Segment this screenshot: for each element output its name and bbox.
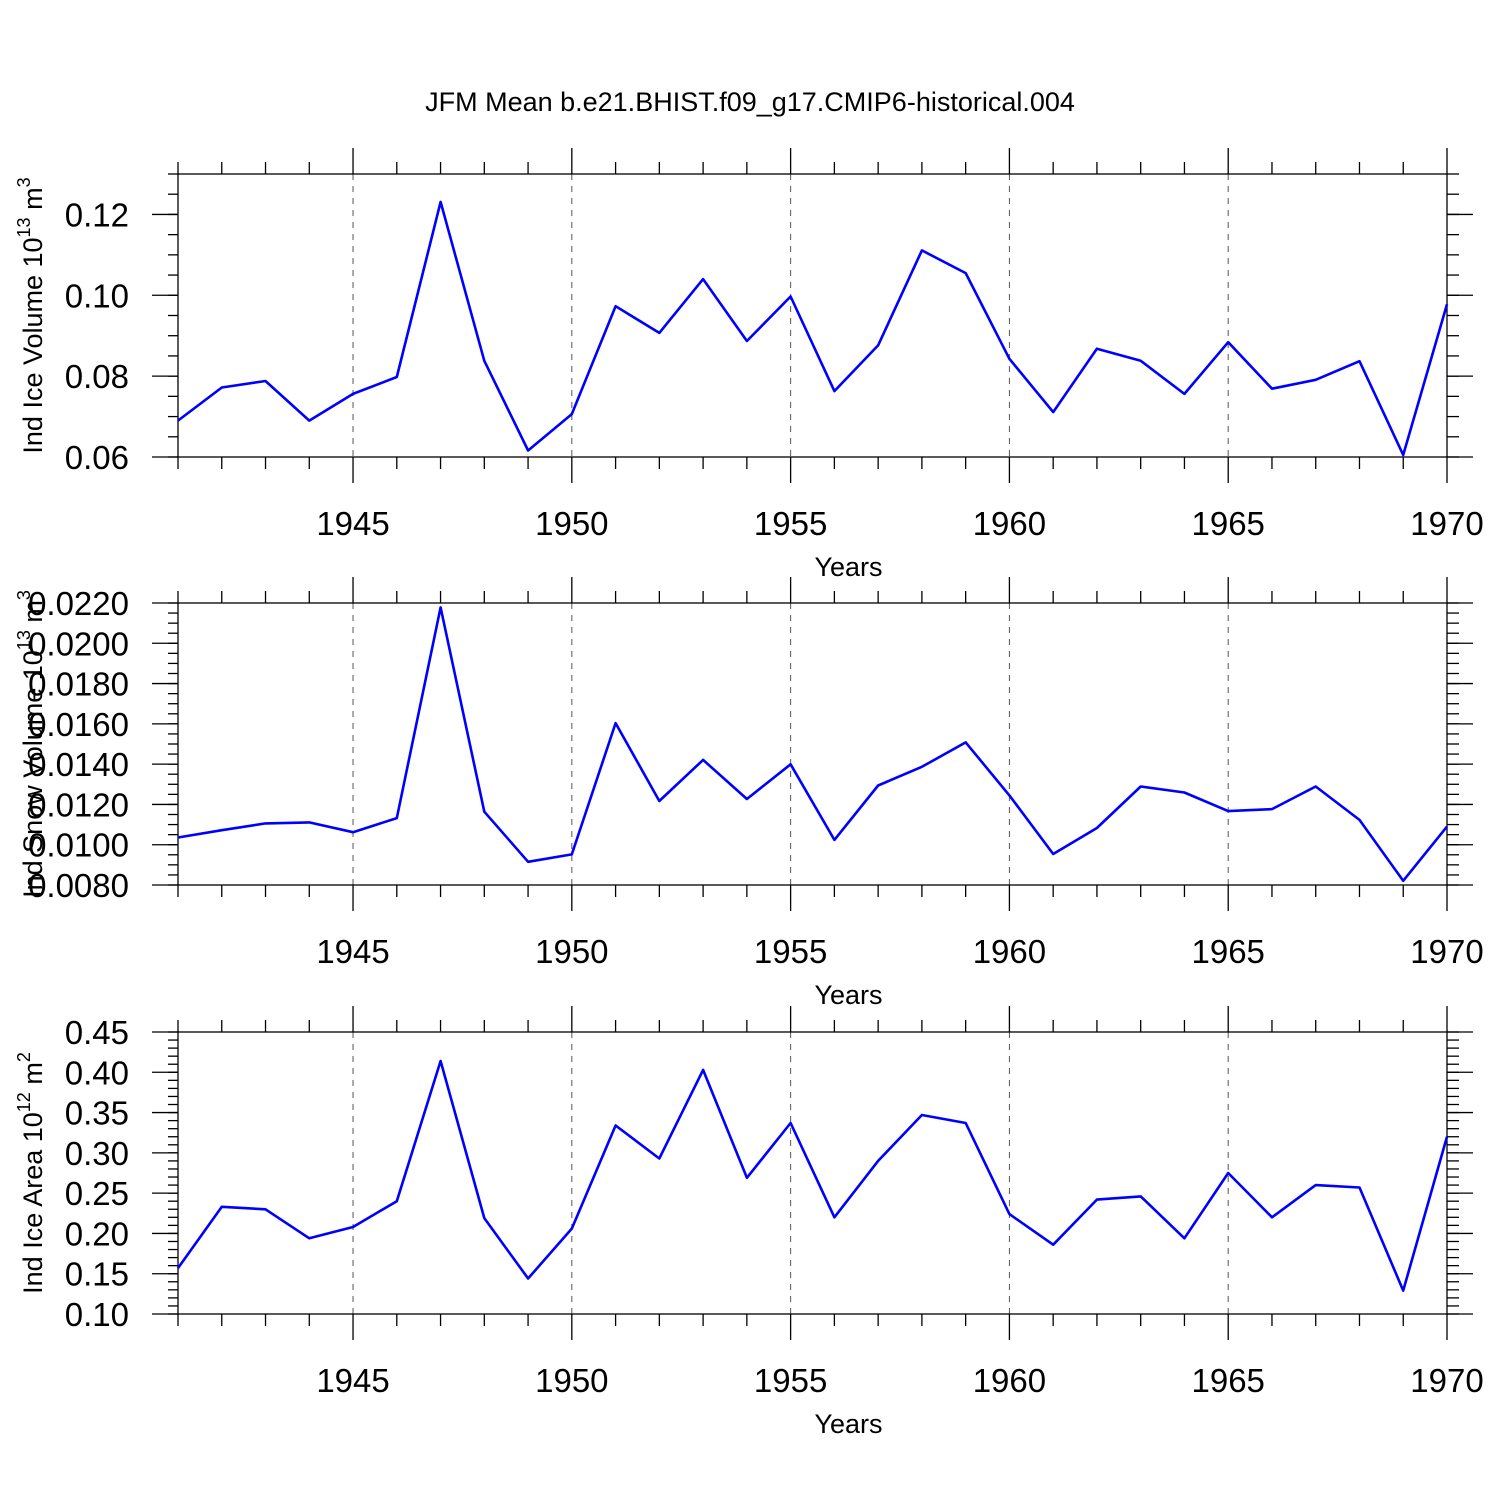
y-axis-label-unit-exponent: 2: [14, 1052, 34, 1062]
y-tick-label: 0.10: [65, 277, 129, 314]
series-line: [177, 200, 1449, 457]
y-tick-label: 0.0120: [28, 786, 129, 823]
plot-frame: [177, 1031, 1448, 1315]
y-axis-label-unit: m: [18, 187, 48, 217]
x-tick-label: 1955: [754, 1362, 827, 1399]
panel-3: 0.100.15 0.200.250.300.35 0.400.45 1945 1950…: [14, 1006, 1484, 1439]
y-axis-label-text: Ind Ice Area 10: [18, 1112, 48, 1294]
y-tick-label: 0.20: [65, 1215, 129, 1252]
x-axis-label: Years: [814, 552, 882, 582]
y-tick-label: 0.15: [65, 1256, 129, 1293]
y-tick-label: 0.40: [65, 1054, 129, 1091]
x-axis-label: Years: [814, 980, 882, 1010]
x-tick-label: 1950: [535, 933, 608, 970]
x-tick-label: 1960: [973, 505, 1046, 542]
y-tick-label: 0.25: [65, 1175, 129, 1212]
y-tick-label: 0.06: [65, 439, 129, 476]
y-axis-label-exponent: 13: [14, 217, 34, 237]
y-axis-label-text: Ind Ice Volume 10: [18, 237, 48, 453]
y-axis-label-unit-exponent: 3: [14, 177, 34, 187]
x-tick-label: 1960: [973, 933, 1046, 970]
x-axis-label: Years: [814, 1409, 882, 1439]
y-axis-label-unit: m: [18, 1062, 48, 1092]
x-tick-label: 1960: [973, 1362, 1046, 1399]
y-axis-label-exponent: 12: [14, 1092, 34, 1112]
y-tick-label: 0.0160: [28, 706, 129, 743]
x-tick-label: 1965: [1191, 505, 1264, 542]
x-tick-label: 1970: [1410, 933, 1483, 970]
y-axis-label: Ind Ice Area 1012 m2: [14, 1052, 48, 1294]
y-axis-label-exponent: 13: [14, 630, 34, 650]
y-tick-label: 0.0100: [28, 827, 129, 864]
plot-frame: [177, 602, 1448, 886]
y-tick-label: 0.35: [65, 1095, 129, 1132]
x-tick-label: 1955: [754, 933, 827, 970]
x-tick-label: 1965: [1191, 1362, 1264, 1399]
x-tick-label: 1970: [1410, 1362, 1483, 1399]
x-tick-label: 1950: [535, 1362, 608, 1399]
plot-frame: [177, 173, 1448, 458]
y-axis-label-unit-exponent: 3: [14, 590, 34, 600]
y-tick-label: 0.45: [65, 1014, 129, 1051]
y-axis-label: Ind Ice Volume 1013 m3: [14, 177, 48, 453]
x-tick-label: 1945: [316, 1362, 389, 1399]
y-tick-label: 0.0220: [28, 585, 129, 622]
x-tick-label: 1950: [535, 505, 608, 542]
y-axis-label-unit: m: [18, 600, 48, 630]
x-tick-label: 1945: [316, 505, 389, 542]
x-tick-label: 1965: [1191, 933, 1264, 970]
chart-title: JFM Mean b.e21.BHIST.f09_g17.CMIP6-histo…: [425, 87, 1075, 117]
y-tick-label: 0.10: [65, 1296, 129, 1333]
x-tick-label: 1955: [754, 505, 827, 542]
y-tick-label: 0.0080: [28, 867, 129, 904]
y-axis-label-text: Ind Snow Volume 10: [18, 650, 48, 898]
y-tick-label: 0.12: [65, 196, 129, 233]
y-tick-label: 0.30: [65, 1135, 129, 1172]
y-tick-label: 0.0200: [28, 625, 129, 662]
chart-panels: 0.06 0.08 0.10 0.12 1945 1950 1955 1960 1965 1970…: [14, 148, 1484, 1439]
series-line: [176, 1059, 1449, 1292]
x-tick-label: 1970: [1410, 505, 1483, 542]
y-tick-label: 0.08: [65, 358, 129, 395]
x-tick-label: 1945: [316, 933, 389, 970]
y-tick-label: 0.0180: [28, 666, 129, 703]
y-axis-label: Ind Snow Volume 1013 m3: [14, 590, 48, 898]
series-line: [177, 606, 1449, 883]
y-tick-label: 0.0140: [28, 746, 129, 783]
panel-1: 0.06 0.08 0.10 0.12 1945 1950 1955 1960 1965 1970…: [14, 148, 1484, 582]
